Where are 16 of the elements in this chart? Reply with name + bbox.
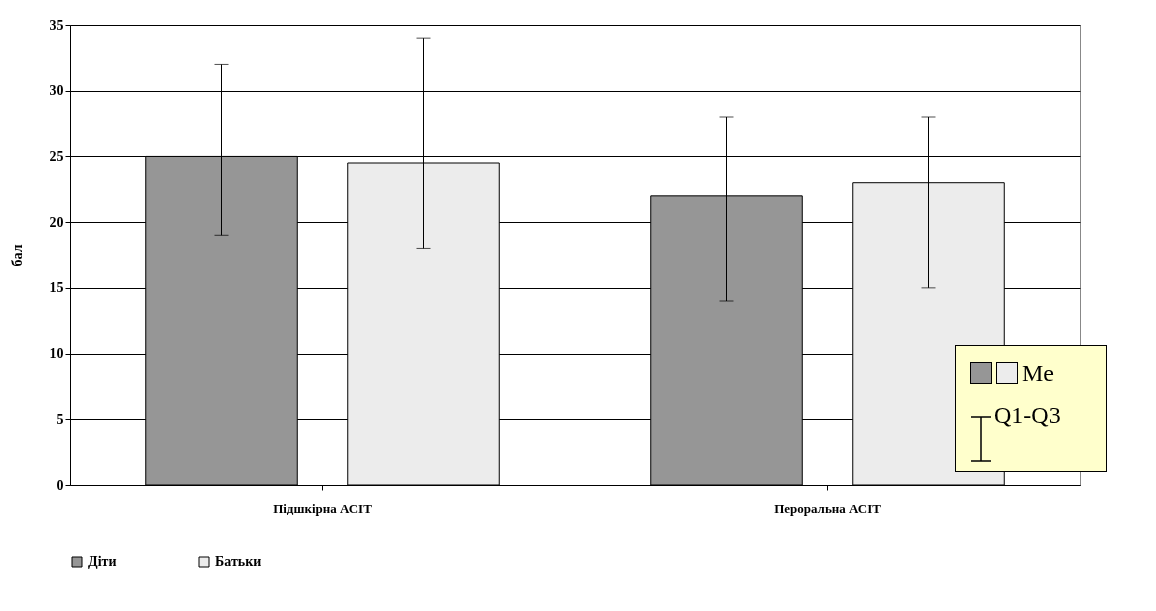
legend-label: Батьки bbox=[215, 554, 262, 569]
legend-label: Діти bbox=[88, 554, 117, 569]
annotation: Q1-Q3 bbox=[994, 402, 1061, 429]
y-axis-title: бал bbox=[9, 244, 25, 267]
note-box: Me Q1-Q3 bbox=[955, 345, 1107, 472]
y-tick-label: 35 bbox=[49, 17, 64, 33]
y-tick-label: 30 bbox=[49, 83, 64, 99]
y-tick-label: 5 bbox=[56, 411, 64, 427]
x-tick-label: Пероральна АСІТ bbox=[774, 500, 882, 516]
y-tick-label: 10 bbox=[49, 346, 64, 362]
y-tick-label: 15 bbox=[49, 280, 64, 296]
y-tick-label: 0 bbox=[56, 477, 64, 493]
y-tick-label: 25 bbox=[49, 148, 64, 164]
y-tick-label: 20 bbox=[49, 214, 64, 230]
annotation: Me bbox=[1022, 359, 1054, 386]
x-tick-label: Підшкірна АСІТ bbox=[273, 500, 373, 516]
